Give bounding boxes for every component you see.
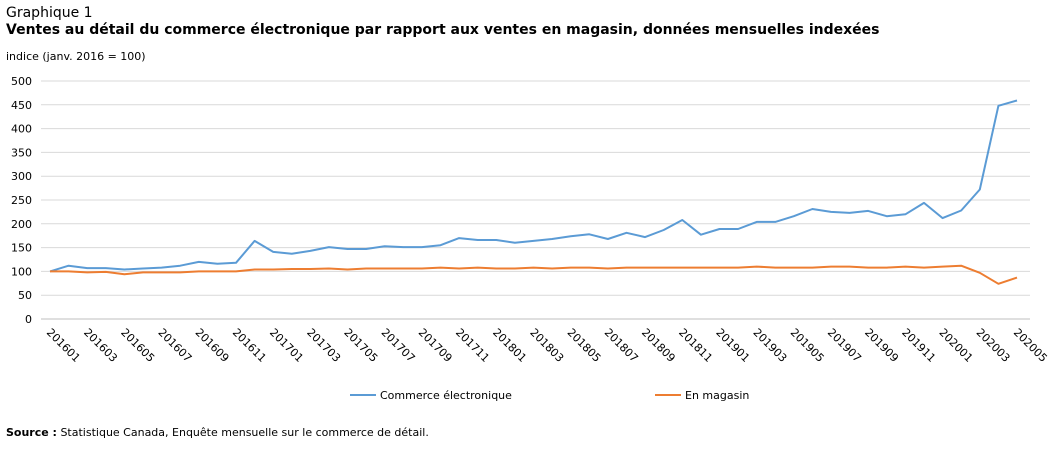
y-tick-label: 500: [11, 75, 32, 88]
x-tick-label: 201911: [899, 326, 938, 365]
x-tick-label: 202001: [936, 326, 975, 365]
x-tick-label: 201609: [193, 326, 232, 365]
x-tick-label: 201809: [639, 326, 678, 365]
x-tick-label: 201611: [230, 326, 269, 365]
legend: Commerce électronique En magasin: [350, 389, 749, 402]
x-tick-label: 201803: [527, 326, 566, 365]
x-tick-label: 201711: [453, 326, 492, 365]
y-tick-label: 100: [11, 265, 32, 278]
x-tick-label: 201709: [416, 326, 455, 365]
x-tick-label: 201705: [341, 326, 380, 365]
x-tick-label: 201811: [676, 326, 715, 365]
y-tick-label: 250: [11, 194, 32, 207]
legend-label: En magasin: [685, 389, 749, 402]
x-tick-label: 201903: [751, 326, 790, 365]
legend-label: Commerce électronique: [380, 389, 512, 402]
x-tick-label: 201601: [44, 326, 83, 365]
x-tick-label: 201901: [713, 326, 752, 365]
chart-title: Ventes au détail du commerce électroniqu…: [6, 22, 880, 38]
grid-lines: [41, 80, 1030, 296]
y-tick-label: 300: [11, 170, 32, 183]
chart-number: Graphique 1: [6, 5, 93, 21]
x-tick-label: 201801: [490, 326, 529, 365]
x-tick-label: 202003: [974, 326, 1013, 365]
x-tick-label: 201603: [81, 326, 120, 365]
y-tick-label: 350: [11, 146, 32, 159]
x-tick-label: 201907: [825, 326, 864, 365]
y-axis-ticks: 0 50 100 150 200 250 300 350 400 450 500: [11, 75, 32, 326]
x-tick-label: 201905: [788, 326, 827, 365]
y-tick-label: 150: [11, 242, 32, 255]
x-tick-label: 201707: [379, 326, 418, 365]
x-tick-label: 201909: [862, 326, 901, 365]
x-tick-label: 201701: [267, 326, 306, 365]
x-tick-label: 201807: [602, 326, 641, 365]
series-line-2: [50, 264, 1018, 285]
x-tick-label: 201805: [565, 326, 604, 365]
x-tick-label: 201703: [304, 326, 343, 365]
y-tick-label: 200: [11, 218, 32, 231]
source-note: Source : Statistique Canada, Enquête men…: [6, 426, 429, 439]
series-lines: [49, 99, 1018, 285]
x-tick-label: 201605: [118, 326, 157, 365]
chart-heading: Graphique 1 Ventes au détail du commerce…: [6, 5, 880, 39]
y-axis-unit-label: indice (janv. 2016 = 100): [6, 50, 146, 63]
x-tick-label: 202005: [1011, 326, 1050, 365]
y-tick-label: 400: [11, 123, 32, 136]
y-tick-label: 0: [25, 313, 32, 326]
x-tick-label: 201607: [155, 326, 194, 365]
x-axis-ticks: 2016012016032016052016072016092016112017…: [44, 326, 1050, 365]
series-line-1: [49, 99, 1018, 273]
source-text: Statistique Canada, Enquête mensuelle su…: [60, 426, 429, 439]
y-tick-label: 450: [11, 99, 32, 112]
y-tick-label: 50: [18, 289, 32, 302]
source-label: Source :: [6, 426, 57, 439]
